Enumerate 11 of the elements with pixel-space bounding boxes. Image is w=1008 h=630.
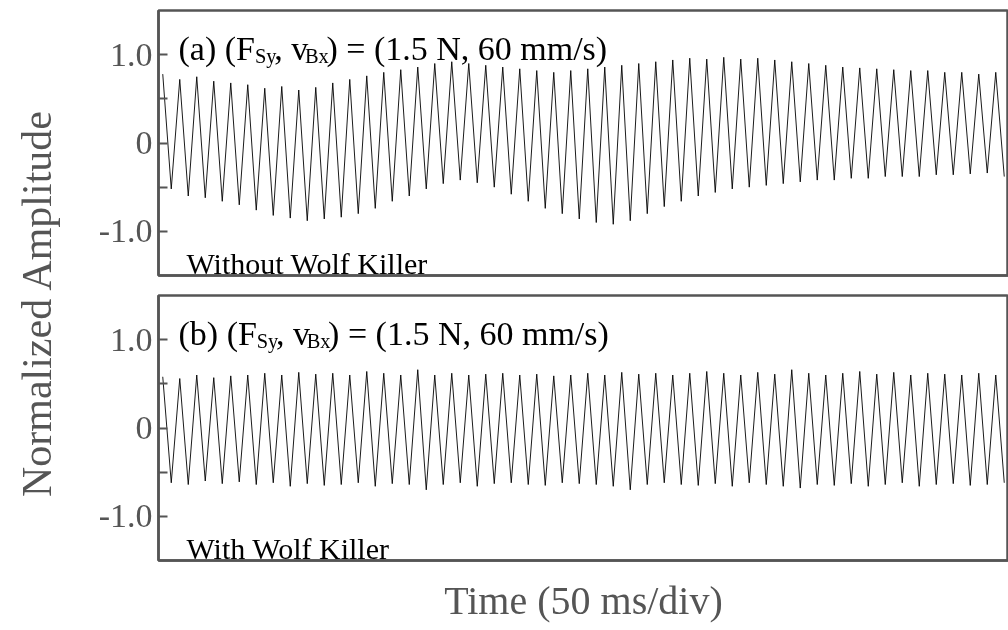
annotation: Without Wolf Killer [186, 247, 428, 280]
annotation: With Wolf Killer [186, 532, 389, 565]
y-axis-title: Normalized Amplitude [13, 111, 60, 498]
y-tick-label: -1.0 [98, 212, 153, 250]
y-tick-label: 0 [135, 409, 153, 446]
y-tick-label: 0 [135, 124, 153, 161]
y-tick-label: 1.0 [110, 35, 153, 73]
line-series [162, 369, 1005, 491]
x-axis-title: Time (50 ms/div) [444, 578, 723, 623]
y-tick-label: 1.0 [110, 320, 153, 358]
y-tick-label: -1.0 [98, 497, 153, 535]
